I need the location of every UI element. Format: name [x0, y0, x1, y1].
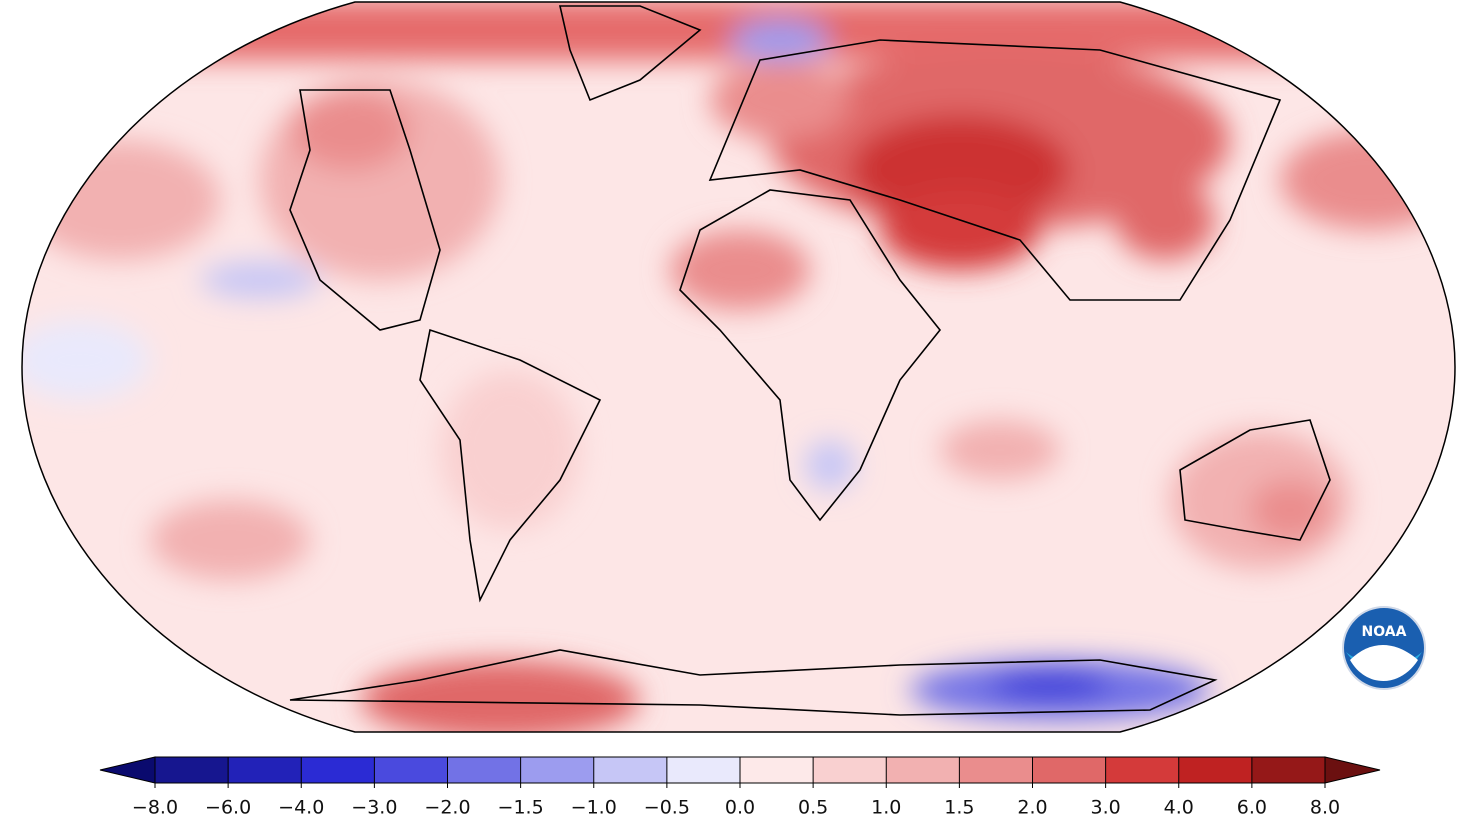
tick-label: 3.0	[1091, 797, 1121, 819]
colorbar-bin	[593, 757, 668, 783]
tick-label: −1.0	[571, 797, 617, 819]
tick-label: −8.0	[132, 797, 178, 819]
tick-label: 4.0	[1164, 797, 1194, 819]
anomaly-shading	[22, 2, 1455, 732]
colorbar-bin	[447, 757, 522, 783]
tick-label: −6.0	[205, 797, 251, 819]
tick-label: 0.5	[798, 797, 828, 819]
anomaly-map	[21, 1, 1456, 733]
tick-label: −0.5	[644, 797, 690, 819]
colorbar-bin	[886, 757, 960, 783]
map-outline	[21, 1, 1456, 733]
colorbar-bin	[1178, 757, 1253, 783]
colorbar-over	[1324, 756, 1381, 784]
tick-label: 8.0	[1310, 797, 1340, 819]
colorbar-bin	[301, 757, 375, 783]
coastlines	[289, 5, 1331, 716]
tick-label: 1.0	[871, 797, 901, 819]
colorbar-bin	[740, 757, 814, 783]
colorbar-bin	[155, 757, 229, 783]
colorbar-bin	[1105, 757, 1180, 783]
colorbar: −8.0 −6.0 −4.0 −3.0 −2.0 −1.5 −1.0 −0.5 0.0 0.5 1.…	[99, 756, 1381, 819]
colorbar-bin	[959, 757, 1033, 783]
colorbar-bin	[666, 757, 741, 783]
noaa-logo: NOAA	[1342, 606, 1426, 690]
logo-text: NOAA	[1362, 624, 1407, 640]
colorbar-under	[99, 756, 156, 784]
tick-label: −1.5	[498, 797, 544, 819]
tick-label: −4.0	[278, 797, 324, 819]
colorbar-bin	[520, 757, 595, 783]
colorbar-bin	[1251, 757, 1326, 783]
tick-label: −2.0	[424, 797, 470, 819]
colorbar-bin	[374, 757, 448, 783]
tick-label: −3.0	[351, 797, 397, 819]
colorbar-bin	[228, 757, 302, 783]
logo-bird	[1350, 645, 1418, 681]
tick-label: 2.0	[1017, 797, 1047, 819]
tick-label: 6.0	[1237, 797, 1267, 819]
colorbar-bin	[813, 757, 887, 783]
colorbar-bin	[1032, 757, 1107, 783]
tick-label: 0.0	[725, 797, 755, 819]
tick-label: 1.5	[944, 797, 974, 819]
